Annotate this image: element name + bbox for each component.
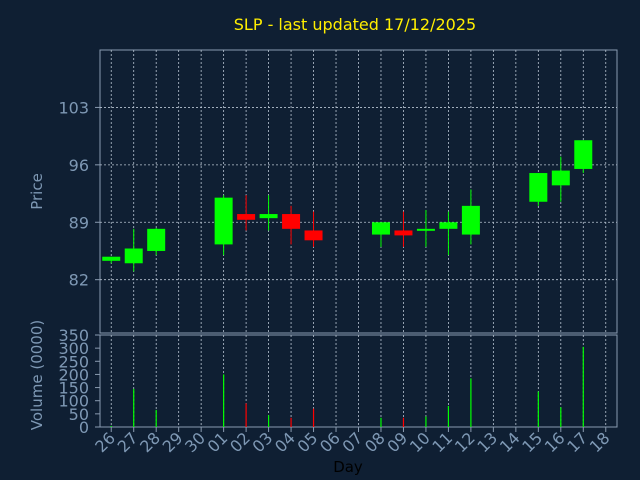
volume-bars [110,346,584,427]
candle [529,173,548,206]
volume-gridlines [110,335,607,427]
volume-tick-label: 150 [58,379,89,398]
candle [574,140,593,174]
volume-tick-label: 350 [58,326,89,345]
candle [237,195,256,231]
candle-body [147,228,166,251]
candle [147,228,166,256]
price-axis-ticks: 82 89 96 103 [58,98,100,290]
candle [124,228,143,272]
day-axis-ticks: 2627282930010203040506070809101112131415… [91,427,614,456]
candle-body [371,222,390,235]
candle-body [394,230,413,236]
candle [416,209,435,247]
candle [371,222,390,247]
candle-body [461,205,480,235]
volume-tick-label: 250 [58,352,89,371]
candle [304,211,323,247]
candle [282,205,301,245]
candle-body [574,140,593,169]
volume-tick-label: 100 [58,392,89,411]
candle-body [237,214,256,220]
candle-body [529,173,548,202]
price-panel: 82 89 96 103 Price [28,49,618,334]
price-tick-label: 96 [69,156,89,175]
candle-body [259,214,278,219]
price-tick-label: 89 [69,213,89,232]
volume-axis-label: Volume (0000) [28,320,46,430]
volume-tick-label: 50 [69,405,89,424]
candle [461,189,480,245]
day-axis-label: Day [333,458,363,476]
volume-tick-label: 200 [58,365,89,384]
candle-body [551,170,570,186]
price-tick-label: 103 [58,98,89,117]
price-axis-label: Price [28,173,46,210]
candle [394,211,413,247]
chart-title: SLP - last updated 17/12/2025 [234,15,476,34]
candle-body [102,256,121,261]
candle-body [439,222,458,229]
price-gridlines [100,50,617,333]
candle [102,256,121,264]
volume-tick-label: 300 [58,339,89,358]
candle-body [304,230,323,241]
candle [439,211,458,256]
candle-body [124,248,143,264]
candle [259,195,278,231]
candle-body [416,228,435,231]
price-tick-label: 82 [69,271,89,290]
candle-body [214,197,233,245]
candles [102,140,593,272]
day-tick-label: 18 [586,428,614,456]
candle-body [282,214,301,229]
candle [214,195,233,256]
volume-tick-label: 0 [79,418,89,437]
candle [551,156,570,202]
